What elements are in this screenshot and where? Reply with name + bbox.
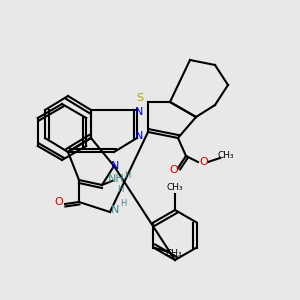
Text: CH₃: CH₃ — [218, 152, 234, 160]
Text: N: N — [111, 205, 119, 215]
Text: H: H — [124, 170, 130, 179]
Text: NH: NH — [108, 174, 124, 184]
Text: N: N — [135, 131, 143, 141]
Text: O: O — [169, 165, 178, 175]
Text: O: O — [200, 157, 208, 167]
Text: S: S — [136, 93, 144, 103]
Text: H: H — [117, 184, 123, 194]
Text: O: O — [55, 197, 63, 207]
Text: CH₃: CH₃ — [167, 184, 183, 193]
Text: H: H — [120, 200, 126, 208]
Text: N: N — [135, 107, 143, 117]
Text: CH₃: CH₃ — [165, 249, 182, 258]
Text: N: N — [111, 161, 119, 171]
